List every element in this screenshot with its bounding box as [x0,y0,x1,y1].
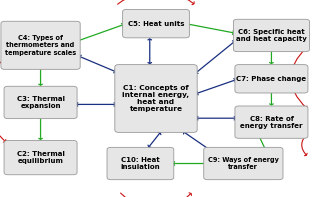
Text: C2: Thermal
equilibrium: C2: Thermal equilibrium [17,151,65,164]
Text: C5: Heat units: C5: Heat units [128,21,184,27]
FancyBboxPatch shape [107,147,174,180]
Text: C9: Ways of energy
transfer: C9: Ways of energy transfer [208,157,279,170]
Text: C3: Thermal
expansion: C3: Thermal expansion [17,96,65,109]
FancyBboxPatch shape [4,140,77,175]
FancyBboxPatch shape [235,65,308,93]
FancyBboxPatch shape [204,147,283,180]
Text: C7: Phase change: C7: Phase change [236,76,306,82]
FancyBboxPatch shape [233,19,310,52]
Text: C8: Rate of
energy transfer: C8: Rate of energy transfer [240,115,303,129]
FancyBboxPatch shape [4,86,77,119]
FancyBboxPatch shape [1,21,80,69]
Text: C1: Concepts of
internal energy,
heat and
temperature: C1: Concepts of internal energy, heat an… [122,85,190,112]
FancyBboxPatch shape [115,65,197,132]
Text: C6: Specific heat
and heat capacity: C6: Specific heat and heat capacity [236,29,307,42]
FancyBboxPatch shape [123,9,189,38]
Text: C4: Types of
thermometers and
temperature scales: C4: Types of thermometers and temperatur… [5,35,76,56]
Text: C10: Heat
insulation: C10: Heat insulation [120,157,160,170]
FancyBboxPatch shape [235,106,308,138]
